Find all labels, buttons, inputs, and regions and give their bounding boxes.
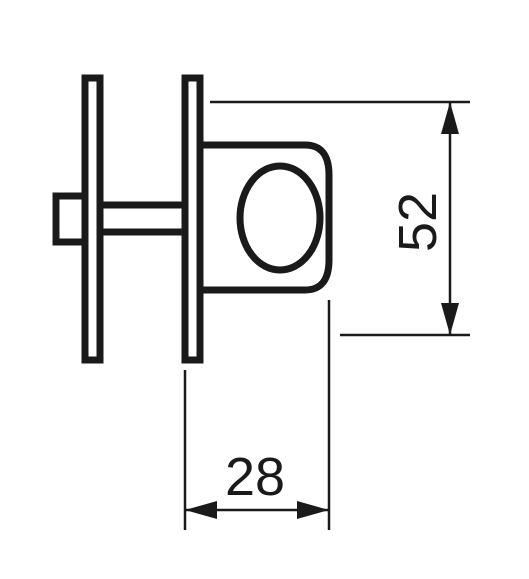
dim-depth-arrow-right bbox=[297, 501, 329, 519]
left-tab bbox=[56, 196, 85, 242]
dim-height-text: 52 bbox=[388, 192, 448, 252]
dim-depth: 28 bbox=[185, 300, 329, 530]
dimension-drawing: 52 28 bbox=[0, 0, 529, 579]
dim-height-arrow-bottom bbox=[441, 303, 459, 335]
dim-height-arrow-top bbox=[441, 102, 459, 134]
part-outline bbox=[56, 78, 329, 360]
left-plate bbox=[85, 78, 100, 360]
dim-height: 52 bbox=[210, 102, 470, 335]
dim-depth-arrow-left bbox=[185, 501, 217, 519]
knob-face-ellipse bbox=[240, 166, 320, 270]
dim-depth-text: 28 bbox=[225, 447, 285, 507]
